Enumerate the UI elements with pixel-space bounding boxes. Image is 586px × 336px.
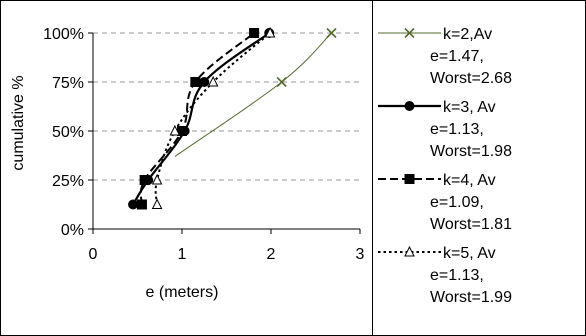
- series-group: [128, 26, 337, 210]
- legend-label-line: k=5, Av: [443, 245, 496, 262]
- marker-x-stroke: [276, 76, 287, 88]
- y-axis-title: cumulative %: [10, 75, 27, 170]
- legend-item-4: k=4, Av e=1.09, Worst=1.81: [378, 172, 512, 233]
- legend-swatch-marker: [404, 101, 415, 111]
- y-tick-label: 75%: [52, 75, 84, 92]
- legend-item-5: k=5, Av e=1.13, Worst=1.99: [378, 245, 512, 306]
- x-tick-label: 3: [356, 246, 365, 263]
- legend-item-2: k=2,Av e=1.47, Worst=2.68: [378, 26, 512, 87]
- data-point: [264, 26, 276, 38]
- legend-label-line: k=3, Av: [443, 99, 496, 116]
- legend-label-line: Worst=2.68: [430, 70, 512, 87]
- data-point: [128, 199, 139, 210]
- legend-item-3: k=3, Av e=1.13, Worst=1.98: [378, 99, 512, 160]
- data-point: [276, 76, 287, 88]
- data-point: [151, 198, 163, 209]
- legend-label-line: e=1.13,: [430, 267, 484, 284]
- marker-x-stroke: [404, 27, 415, 39]
- legend-label-line: k=4, Av: [443, 172, 496, 189]
- data-point: [249, 28, 260, 38]
- data-point: [207, 75, 219, 87]
- legend-label-line: Worst=1.99: [430, 289, 512, 306]
- y-tick-label: 25%: [52, 173, 84, 190]
- data-point: [139, 175, 150, 185]
- x-tick-label: 0: [89, 246, 98, 263]
- legend-swatch-marker: [404, 245, 415, 257]
- x-tick-label: 2: [267, 246, 276, 263]
- data-point: [199, 77, 210, 87]
- legend: k=2,Av e=1.47, Worst=2.68 k=3, Av e=1.13, Wor…: [378, 26, 512, 306]
- data-point: [136, 199, 147, 210]
- x-tick-label: 1: [178, 246, 187, 263]
- data-point: [190, 77, 201, 87]
- data-point: [151, 173, 163, 185]
- legend-swatch-marker: [404, 174, 415, 184]
- legend-label-line: e=1.09,: [430, 194, 484, 211]
- legend-label-line: e=1.47,: [430, 48, 484, 65]
- x-axis-title: e (meters): [146, 284, 219, 301]
- series-2: [174, 27, 337, 157]
- legend-label-line: Worst=1.81: [430, 216, 512, 233]
- legend-label-line: e=1.13,: [430, 121, 484, 138]
- data-point: [169, 124, 181, 136]
- y-tick-label: 100%: [43, 26, 84, 43]
- axes: 0% 25% 50% 75% 100% 0 1 2 3: [43, 26, 364, 263]
- legend-label-line: k=2,Av: [443, 26, 492, 43]
- y-tick-label: 0%: [61, 222, 84, 239]
- series-5: [151, 26, 276, 209]
- y-tick-label: 50%: [52, 124, 84, 141]
- legend-swatch-marker: [404, 27, 415, 39]
- legend-label-line: Worst=1.98: [430, 143, 512, 160]
- series-4: [136, 28, 260, 210]
- data-point: [326, 27, 337, 39]
- marker-x-stroke: [326, 27, 337, 39]
